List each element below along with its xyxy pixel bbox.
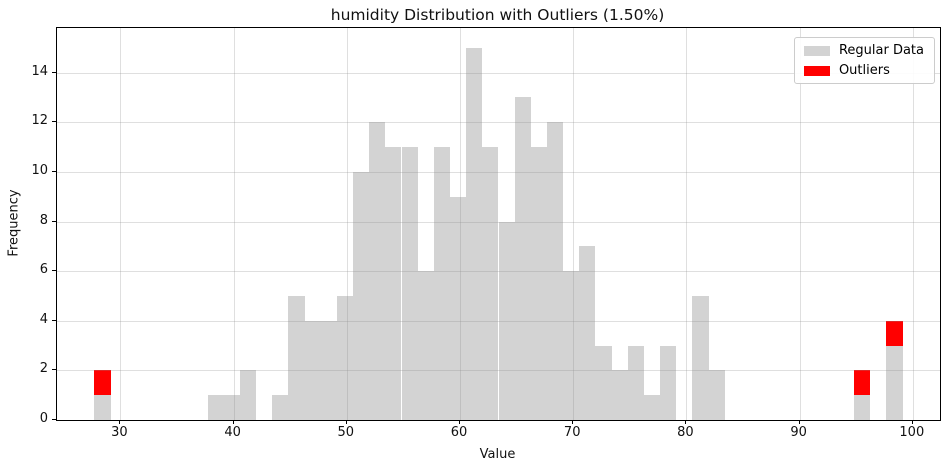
histogram-bar [514, 97, 531, 420]
x-tick-mark [459, 420, 460, 424]
histogram-bar [353, 171, 370, 420]
histogram-bar [385, 147, 402, 420]
y-tick-label: 14 [31, 63, 48, 79]
gridline [57, 320, 940, 322]
histogram-bar [466, 47, 483, 420]
y-tick-mark [52, 121, 56, 123]
x-tick-mark [685, 420, 687, 424]
histogram-bar-outlier [94, 370, 111, 396]
histogram-bar [627, 345, 644, 420]
x-tick-mark [345, 420, 347, 424]
histogram-bar [417, 271, 434, 420]
gridline [57, 221, 940, 223]
histogram-bar [660, 345, 677, 420]
histogram-bar [498, 221, 515, 420]
y-tick-mark [52, 419, 56, 420]
x-tick-label: 80 [677, 425, 694, 440]
x-tick-label: 60 [450, 425, 468, 440]
gridline [686, 28, 688, 420]
gridline [57, 122, 940, 124]
histogram-bar [272, 395, 289, 420]
legend-label-regular: Regular Data [838, 43, 924, 58]
y-tick-label: 2 [39, 361, 48, 377]
x-tick-label: 90 [790, 425, 807, 440]
gridline [57, 171, 940, 173]
plot-area: Regular Data Outliers [56, 27, 941, 421]
gridline [120, 28, 122, 420]
gridline [233, 28, 235, 420]
histogram-bar [336, 295, 353, 420]
x-tick-label: 70 [563, 425, 581, 440]
y-tick-label: 4 [39, 311, 48, 327]
histogram-bar [546, 122, 564, 420]
histogram-bar [563, 271, 580, 420]
grid-layer [57, 28, 940, 420]
gridline [912, 28, 914, 420]
y-tick-label: 8 [39, 212, 48, 228]
x-tick-mark [119, 420, 121, 424]
histogram-bar [708, 370, 725, 420]
histogram-bar [530, 147, 547, 420]
y-tick-label: 6 [39, 262, 48, 278]
histogram-bar [94, 395, 111, 420]
x-tick-mark [798, 420, 800, 424]
histogram-bar-outlier [854, 370, 871, 396]
x-tick-mark [232, 420, 234, 424]
histogram-bar [611, 370, 628, 420]
y-tick-mark [52, 170, 56, 172]
histogram-bar [304, 320, 321, 420]
gridline [799, 28, 801, 420]
histogram-bar [595, 345, 612, 420]
histogram-bar [433, 147, 450, 420]
histogram-bar [482, 147, 499, 420]
histogram-bar-outlier [886, 320, 903, 346]
gridline [460, 28, 461, 420]
histogram-bar [288, 295, 305, 420]
gridline [57, 72, 940, 74]
legend-item-outliers: Outliers [803, 63, 924, 78]
histogram-bar [223, 395, 240, 420]
histogram-bar [320, 320, 337, 420]
x-tick-label: 40 [224, 425, 241, 440]
histogram-bar [579, 246, 596, 420]
y-tick-mark [52, 369, 56, 371]
histogram-bar [369, 122, 386, 420]
gridline [57, 370, 940, 372]
bars-layer [57, 28, 940, 420]
legend-swatch-regular-icon [803, 45, 830, 56]
histogram-bar [643, 395, 661, 420]
histogram-bar [854, 395, 871, 420]
x-tick-mark [911, 420, 913, 424]
x-tick-mark [572, 420, 574, 424]
x-tick-label: 100 [899, 425, 925, 440]
legend-item-regular: Regular Data [803, 43, 924, 58]
gridline [573, 28, 575, 420]
legend-swatch-outliers-icon [803, 65, 830, 76]
chart-title: humidity Distribution with Outliers (1.5… [330, 6, 665, 24]
histogram-bar [207, 395, 224, 420]
gridline [346, 28, 348, 420]
x-tick-label: 30 [111, 425, 128, 440]
y-tick-label: 0 [39, 411, 48, 426]
histogram-bar [692, 295, 709, 420]
gridline [57, 271, 940, 273]
y-tick-label: 10 [31, 162, 48, 178]
x-axis-label: Value [479, 447, 516, 462]
y-tick-mark [52, 270, 56, 272]
y-tick-label: 12 [31, 113, 48, 129]
x-tick-label: 50 [337, 425, 355, 440]
legend-label-outliers: Outliers [838, 63, 890, 78]
y-tick-mark [52, 319, 56, 321]
y-tick-mark [52, 71, 56, 73]
legend: Regular Data Outliers [793, 37, 935, 84]
histogram-bar [239, 370, 256, 420]
histogram-bar [886, 345, 903, 420]
y-tick-mark [52, 220, 56, 222]
histogram-bar [450, 196, 467, 420]
histogram-bar [401, 147, 418, 420]
